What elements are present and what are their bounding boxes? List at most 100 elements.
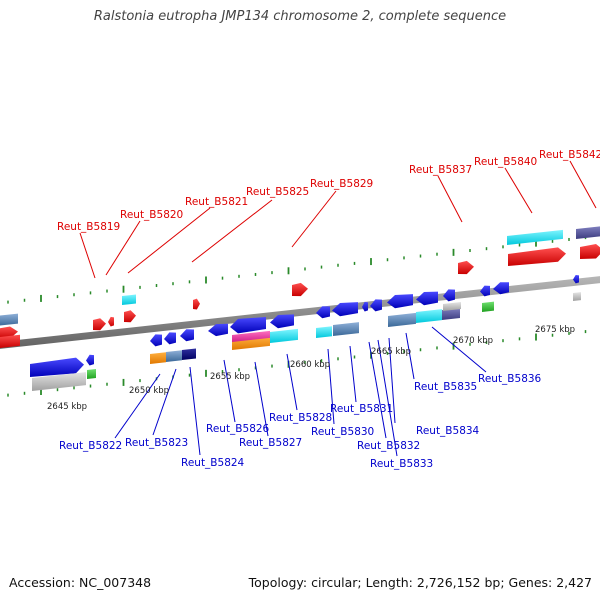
gene-features (0, 226, 600, 391)
scale-label: 2675 kbp (535, 325, 575, 335)
lower-label: Reut_B5828 (269, 412, 332, 424)
lower-leader-line (368, 341, 387, 439)
page-title: Ralstonia eutropha JMP134 chromosome 2, … (93, 9, 507, 24)
lower-leader-line (405, 332, 415, 380)
gene-blue (30, 357, 84, 377)
gene-red (292, 282, 308, 297)
scale-label: 2670 kbp (453, 336, 493, 346)
gene-steel (388, 312, 416, 327)
gene-gray (443, 302, 461, 311)
gene-blue (164, 332, 176, 345)
gene-red (580, 244, 600, 259)
lower-label: Reut_B5830 (311, 426, 374, 438)
scale-label: 2660 kbp (290, 360, 330, 370)
gene-steel (0, 313, 18, 326)
lower-leader-line (327, 348, 335, 425)
upper-leader-line (291, 190, 337, 248)
gene-purple (576, 226, 600, 239)
upper-label: Reut_B5837 (409, 164, 472, 176)
upper-label: Reut_B5820 (120, 209, 183, 221)
lower-leader-line (254, 361, 269, 437)
gene-blue (180, 329, 194, 342)
gene-blue (150, 334, 162, 347)
gene-cyan (270, 328, 298, 343)
gene-cyan (122, 294, 136, 305)
upper-label: Reut_B5842 (539, 149, 600, 161)
scale-label: 2645 kbp (47, 402, 87, 412)
gene-blue (416, 291, 438, 306)
gene-gray (573, 292, 581, 301)
gene-purple (442, 308, 460, 320)
upper-leader-line (504, 167, 533, 214)
upper-leader-line (191, 199, 273, 263)
gene-blue (270, 314, 294, 329)
lower-leader-line (152, 368, 177, 436)
lower-label: Reut_B5822 (59, 440, 122, 452)
lower-label: Reut_B5832 (357, 440, 420, 452)
lower-label: Reut_B5835 (414, 381, 477, 393)
gene-red (193, 298, 200, 310)
upper-label: Reut_B5819 (57, 221, 120, 233)
gene-blue (493, 282, 509, 295)
lower-label: Reut_B5833 (370, 458, 433, 470)
lower-leader-line (377, 339, 398, 457)
gene-gray (32, 372, 86, 391)
lower-leader-line (189, 366, 201, 456)
lower-label: Reut_B5827 (239, 437, 302, 449)
upper-leader-line (127, 207, 211, 274)
gene-red (458, 260, 474, 275)
lower-leader-line (388, 337, 396, 424)
upper-label: Reut_B5821 (185, 196, 248, 208)
scale-label: 2655 kbp (210, 372, 250, 382)
upper-leader-line (437, 175, 463, 223)
gene-cyan (416, 309, 442, 323)
label-leader-lines (79, 160, 597, 457)
gene-blue (316, 306, 330, 319)
gene-red (124, 310, 136, 323)
gene-blue (573, 275, 579, 284)
gene-blue (443, 289, 455, 302)
lower-label: Reut_B5826 (206, 423, 270, 435)
gene-cyan (507, 229, 563, 245)
lower-label: Reut_B5831 (330, 403, 393, 415)
gene-red (93, 318, 106, 331)
gene-steel (166, 350, 182, 362)
upper-label: Reut_B5829 (310, 178, 373, 190)
upper-label: Reut_B5825 (246, 186, 309, 198)
gene-cyan (316, 326, 332, 338)
lower-leader-line (286, 353, 298, 411)
lower-label: Reut_B5836 (478, 373, 542, 385)
gene-blue (208, 323, 228, 337)
lower-label: Reut_B5824 (181, 457, 245, 469)
gene-labels: Reut_B5819Reut_B5820Reut_B5821Reut_B5825… (57, 149, 600, 470)
scale-label: 2650 kbp (129, 386, 169, 396)
gene-red (508, 247, 566, 266)
gene-red (0, 326, 18, 339)
gene-green (87, 369, 96, 379)
gene-navy (182, 348, 196, 360)
gene-blue (86, 354, 94, 366)
gene-blue (387, 294, 413, 309)
lower-label: Reut_B5834 (416, 425, 480, 437)
gene-green (482, 301, 494, 312)
lower-leader-line (431, 326, 487, 373)
gene-blue (230, 317, 266, 334)
lower-leader-line (223, 359, 236, 423)
genome-info-text: Topology: circular; Length: 2,726,152 bp… (248, 575, 592, 590)
upper-leader-line (79, 232, 96, 279)
upper-label: Reut_B5840 (474, 156, 537, 168)
gene-pink (232, 330, 270, 342)
gene-orange (150, 352, 166, 364)
upper-leader-line (569, 160, 597, 209)
lower-leader-line (114, 373, 161, 439)
gene-blue (362, 301, 368, 312)
gene-red (0, 334, 20, 348)
gene-blue (332, 302, 358, 317)
accession-text: Accession: NC_007348 (9, 575, 152, 590)
lower-label: Reut_B5823 (125, 437, 188, 449)
gene-red (108, 316, 114, 327)
scale-labels: 2645 kbp 2650 kbp 2655 kbp 2660 kbp 2665 kbp… (47, 325, 575, 412)
gene-steel (333, 322, 359, 336)
lower-leader-line (349, 345, 357, 403)
